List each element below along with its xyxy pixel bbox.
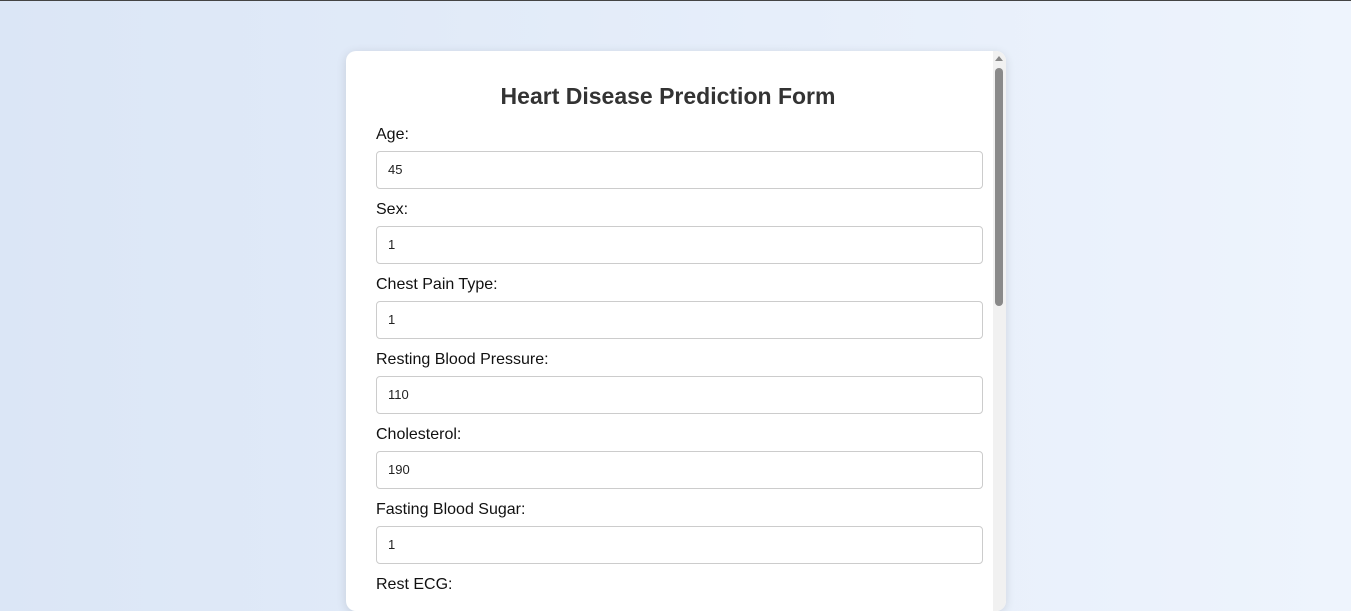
scrollbar[interactable] bbox=[993, 51, 1006, 611]
field-label: Age: bbox=[376, 126, 409, 143]
text-input[interactable]: 45 bbox=[376, 151, 983, 189]
window-edge bbox=[0, 0, 1351, 1]
form-card: Heart Disease Prediction Form Age: 45 Sex:… bbox=[346, 51, 1006, 611]
text-input[interactable]: 190 bbox=[376, 451, 983, 489]
text-input[interactable]: 1 bbox=[376, 526, 983, 564]
text-input[interactable]: 1 bbox=[376, 301, 983, 339]
field-label: Cholesterol: bbox=[376, 426, 462, 443]
form-title: Heart Disease Prediction Form bbox=[500, 83, 836, 109]
scroll-thumb[interactable] bbox=[995, 68, 1003, 306]
field-label: Chest Pain Type: bbox=[376, 276, 498, 293]
scroll-up[interactable] bbox=[995, 56, 1003, 61]
field-label: Rest ECG: bbox=[376, 576, 453, 593]
text-input[interactable]: 110 bbox=[376, 376, 983, 414]
field-label: Fasting Blood Sugar: bbox=[376, 501, 526, 518]
text-input[interactable]: 1 bbox=[376, 226, 983, 264]
field-label: Sex: bbox=[376, 201, 409, 218]
field-label: Resting Blood Pressure: bbox=[376, 351, 549, 368]
